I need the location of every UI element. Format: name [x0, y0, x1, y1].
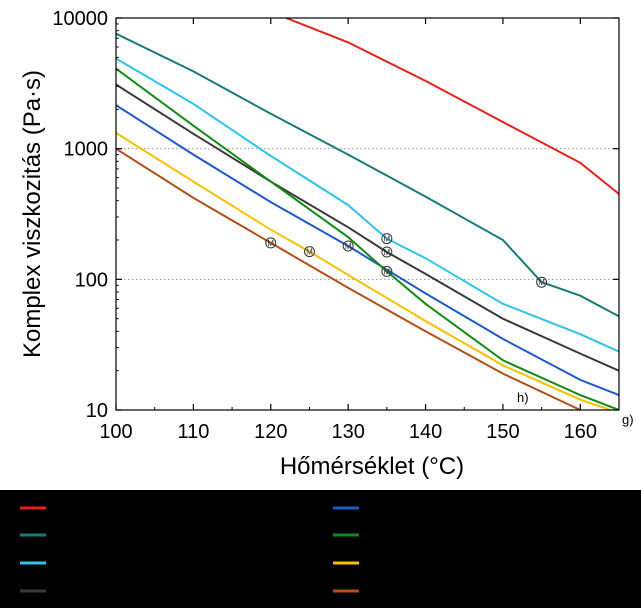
x-tick-label: 110: [177, 421, 209, 443]
data-point-marker: [342, 240, 354, 252]
annotation-g: g): [622, 412, 634, 427]
data-point-marker-label: M: [384, 267, 391, 276]
plot-background: [0, 0, 641, 490]
x-tick-label: 140: [409, 421, 442, 443]
legend: [20, 506, 359, 593]
y-tick-label: 10: [86, 400, 108, 422]
data-point-marker-label: M: [384, 248, 391, 257]
data-point-marker: [536, 276, 548, 288]
data-point-marker: [381, 233, 393, 245]
x-tick-label: 160: [564, 421, 597, 443]
series-line-6: [116, 67, 619, 410]
x-axis-title: Hőmérséklet (°C): [280, 453, 464, 480]
x-tick-label: 130: [331, 421, 364, 443]
data-point-marker-label: M: [345, 242, 352, 251]
x-tick-label: 150: [486, 421, 519, 443]
series-line-8: [116, 147, 581, 410]
y-tick-label: 1000: [64, 139, 109, 161]
annotation-h: h): [517, 390, 529, 405]
y-axis-title: Komplex viszkozitás (Pa·s): [19, 70, 46, 358]
data-point-marker: [303, 246, 315, 258]
series-line-2: [116, 32, 619, 318]
series-line-3: [116, 57, 619, 353]
series-line-1: [285, 18, 619, 195]
data-point-marker: [381, 265, 393, 277]
y-tick-label: 100: [75, 269, 108, 291]
series-line-5: [116, 104, 619, 397]
series-layer: [116, 18, 619, 410]
series-line-7: [116, 132, 614, 410]
data-point-marker-label: M: [538, 278, 545, 287]
annotations: h) g): [517, 390, 634, 427]
data-point-marker-label: M: [267, 239, 274, 248]
data-point-marker-label: M: [384, 235, 391, 244]
plot-frame: [115, 17, 620, 411]
x-tick-label: 120: [254, 421, 287, 443]
data-point-marker: [265, 237, 277, 249]
data-point-marker-label: M: [306, 248, 313, 257]
x-tick-label: 100: [99, 421, 132, 443]
data-point-marker: [381, 246, 393, 258]
y-tick-label: 10000: [52, 8, 108, 30]
series-line-4: [116, 83, 619, 372]
